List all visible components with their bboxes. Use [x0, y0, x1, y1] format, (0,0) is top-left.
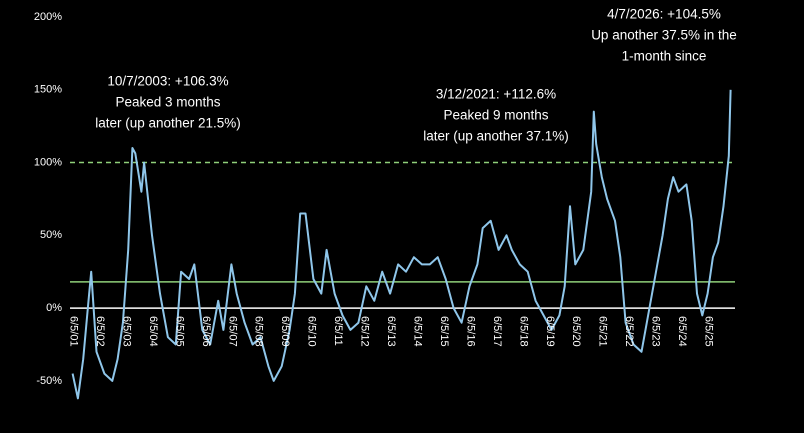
annotation: 4/7/2026: +104.5%	[607, 7, 721, 22]
x-tick-label: 6/5/16	[464, 316, 476, 347]
x-tick-label: 6/5/04	[147, 316, 159, 347]
x-tick-label: 6/5/11	[332, 316, 344, 346]
x-tick-label: 6/5/02	[94, 316, 106, 347]
x-tick-label: 6/5/24	[676, 316, 688, 347]
annotations: 10/7/2003: +106.3% Peaked 3 months later…	[95, 7, 737, 144]
x-tick-label: 6/5/09	[279, 316, 291, 347]
x-tick-label: 6/5/03	[120, 316, 132, 347]
y-tick-label: 200%	[34, 11, 62, 23]
x-tick-label: 6/5/21	[597, 316, 609, 347]
x-tick-label: 6/5/05	[173, 316, 185, 347]
annotation: Peaked 3 months	[115, 95, 220, 110]
annotation: 3/12/2021: +112.6%	[436, 87, 556, 102]
x-tick-label: 6/5/19	[544, 316, 556, 347]
data-line	[71, 89, 732, 400]
y-tick-label: 100%	[34, 156, 62, 168]
x-tick-label: 6/5/07	[226, 316, 238, 347]
x-tick-label: 6/5/18	[517, 316, 529, 347]
annotation: 10/7/2003: +106.3%	[107, 74, 228, 89]
x-tick-label: 6/5/25	[702, 316, 714, 347]
annotation: later (up another 37.1%)	[423, 129, 569, 144]
x-tick-label: 6/5/08	[253, 316, 265, 347]
x-tick-label: 6/5/20	[570, 316, 582, 347]
x-tick-label: 6/5/22	[623, 316, 635, 347]
x-tick-label: 6/5/10	[306, 316, 318, 347]
y-tick-label: 50%	[40, 229, 62, 241]
annotation: Up another 37.5% in the	[591, 28, 737, 43]
annotation: later (up another 21.5%)	[95, 116, 241, 131]
y-tick-label: 150%	[34, 84, 62, 96]
y-tick-label: -50%	[36, 375, 62, 387]
y-tick-label: 0%	[46, 302, 62, 314]
annotation: Peaked 9 months	[443, 108, 548, 123]
plot	[71, 89, 732, 400]
x-tick-label: 6/5/23	[650, 316, 662, 347]
x-tick-label: 6/5/17	[491, 316, 503, 347]
x-tick-label: 6/5/14	[411, 316, 423, 347]
x-tick-label: 6/5/15	[438, 316, 450, 347]
x-tick-label: 6/5/01	[68, 316, 80, 347]
annotation: 1-month since	[622, 49, 707, 64]
x-tick-label: 6/5/13	[385, 316, 397, 347]
x-tick-label: 6/5/06	[200, 316, 212, 347]
x-tick-label: 6/5/12	[359, 316, 371, 347]
